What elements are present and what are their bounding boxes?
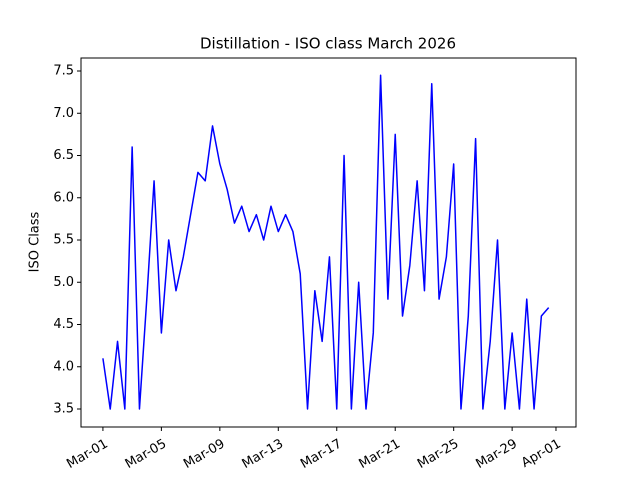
y-axis-label: ISO Class xyxy=(28,211,43,272)
x-tick-label: Mar-09 xyxy=(181,437,227,472)
x-tick-label: Mar-17 xyxy=(298,437,344,472)
y-tick-label: 5.5 xyxy=(53,233,74,248)
y-tick-label: 7.5 xyxy=(53,64,74,79)
y-tick-label: 4.0 xyxy=(53,359,74,374)
y-tick-label: 3.5 xyxy=(53,402,74,417)
plot-frame xyxy=(80,57,577,428)
x-tick-label: Mar-13 xyxy=(240,437,286,472)
data-line xyxy=(102,74,550,410)
x-tick-label: Mar-29 xyxy=(473,437,519,472)
x-tick-label: Mar-01 xyxy=(64,437,110,472)
y-tick-label: 6.5 xyxy=(53,148,74,163)
chart-title: Distillation - ISO class March 2026 xyxy=(200,35,456,53)
x-tick-label: Mar-05 xyxy=(123,437,169,472)
x-tick-label: Mar-21 xyxy=(357,437,403,472)
y-tick-label: 4.5 xyxy=(53,317,74,332)
x-tick-label: Mar-25 xyxy=(415,437,461,472)
y-tick-label: 6.0 xyxy=(53,190,74,205)
x-tick-label: Apr-01 xyxy=(519,437,564,471)
y-tick-label: 5.0 xyxy=(53,275,74,290)
y-tick-label: 7.0 xyxy=(53,106,74,121)
